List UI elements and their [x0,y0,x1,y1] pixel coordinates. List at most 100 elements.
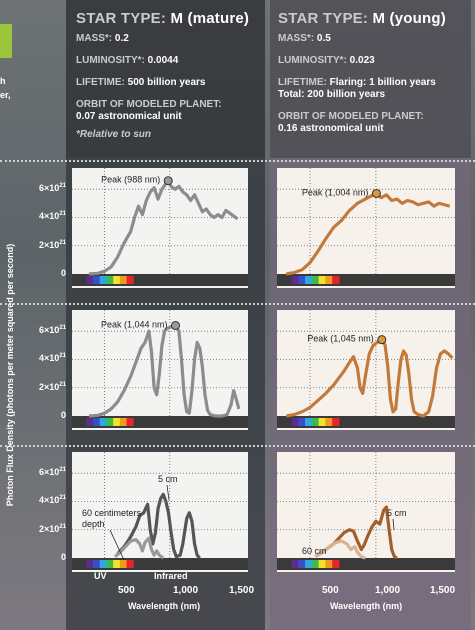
visible-spectrum-band [305,276,313,284]
visible-spectrum-band [332,276,340,284]
y-tick-label: 4×1021 [39,353,66,364]
series-label-5cm: 5 cm [387,508,407,518]
plot-area [277,452,455,572]
peak-label: Peak (988 nm) [101,175,160,185]
peak-label: Peak (1,045 nm) [307,334,374,344]
series-line [316,505,398,560]
visible-spectrum-band [86,418,94,426]
visible-spectrum-band [126,418,134,426]
luminosity-value: 0.023 [349,55,375,66]
visible-spectrum-band [298,560,306,568]
x-tick-label: 1,500 [430,585,456,596]
luminosity-row: LUMINOSITY*: 0.0044 [76,55,249,67]
peak-label: Peak (1,004 nm) [302,187,369,197]
row-divider [0,160,475,162]
orbit-label: ORBIT OF MODELED PLANET: [76,99,222,110]
visible-spectrum-band [126,276,134,284]
x-tick-label: 1,000 [375,585,401,596]
orbit-value: 0.16 astronomical unit [278,123,384,134]
visible-spectrum-band [311,418,320,426]
peak-marker [371,188,381,198]
visible-spectrum-band [298,418,306,426]
y-tick-label: 4×1021 [39,495,66,506]
visible-spectrum-band [311,276,320,284]
footnote: *Relative to sun [76,129,152,140]
series-line [114,536,165,560]
visible-spectrum-band [106,276,114,284]
row-divider [0,303,475,305]
annotation-leader [109,529,125,561]
visible-spectrum-band [318,276,326,284]
series-line [285,191,451,276]
mass-row: MASS*: 0.5 [278,33,446,45]
star-type-label: STAR TYPE: [278,10,369,27]
series-label-depth: depth [82,519,105,529]
peak-marker [163,176,173,186]
y-tick-label: 2×1021 [39,239,66,250]
star-type-young: STAR TYPE: M (young) [278,10,446,27]
orbit-label: ORBIT OF MODELED PLANET: [278,111,424,122]
mass-row: MASS*: 0.2 [76,33,249,45]
visible-spectrum-band [113,276,121,284]
peak-marker [377,335,387,345]
visible-spectrum-band [291,418,299,426]
visible-spectrum-band [318,560,326,568]
series-label-5cm: 5 cm [158,474,178,484]
series-label-60cm: 60 centimeters [82,508,142,518]
visible-spectrum-band [332,560,340,568]
star-type-value: M (mature) [170,10,250,27]
visible-spectrum-band [106,418,114,426]
x-tick-label: 500 [118,585,135,596]
lifetime-row: LIFETIME: Flaring: 1 billion years Total:… [278,77,446,101]
peak-marker [171,321,181,331]
visible-spectrum-band [305,418,313,426]
y-tick-label: 2×1021 [39,381,66,392]
x-axis-title: Wavelength (nm) [330,601,403,611]
visible-spectrum-band [113,418,121,426]
visible-spectrum-band [106,560,114,568]
header-bg-young [270,0,471,158]
luminosity-label: LUMINOSITY*: [278,55,347,66]
visible-spectrum-band [86,560,94,568]
x-axis-title: Wavelength (nm) [128,601,201,611]
row-divider [0,445,475,447]
mass-value: 0.2 [114,33,129,44]
series-label-60cm: 60 cm [302,546,327,556]
x-tick-label: 500 [322,585,339,596]
visible-spectrum-band [99,418,107,426]
star-type-mature: STAR TYPE: M (mature) [76,10,249,27]
visible-spectrum-band [93,560,101,568]
plot-area [72,168,248,288]
luminosity-value: 0.0044 [147,55,179,66]
visible-spectrum-band [119,276,128,284]
lifetime-label: LIFETIME: [76,77,125,88]
visible-spectrum-band [291,276,299,284]
orbit-value: 0.07 astronomical unit [76,111,182,122]
series-line [88,179,239,276]
y-tick-label: 2×1021 [39,523,66,534]
lifetime-total-value: Total: 200 billion years [278,89,386,100]
visible-spectrum-band [86,276,94,284]
annotation-leader [392,518,395,531]
lifetime-row: LIFETIME: 500 billion years [76,77,249,89]
star-type-value: M (young) [372,10,446,27]
visible-spectrum-band [325,560,333,568]
series-line [314,539,366,560]
mass-label: MASS*: [76,33,113,44]
star-type-label: STAR TYPE: [76,10,167,27]
lifetime-value: Flaring: 1 billion years [329,77,436,88]
mass-label: MASS*: [278,33,315,44]
orbit-row: ORBIT OF MODELED PLANET: 0.07 astronomica… [76,99,249,123]
band-label-uv: UV [94,571,107,581]
left-fragment-line-2: er, [0,90,11,100]
plot-area [277,168,455,288]
visible-spectrum-band [298,276,306,284]
visible-spectrum-band [291,560,299,568]
series-line [116,492,201,560]
visible-spectrum-band [119,418,128,426]
visible-spectrum-band [325,276,333,284]
y-tick-label: 6×1021 [39,467,66,478]
left-text-fragment: h er, [0,74,20,102]
mass-value: 0.5 [316,33,331,44]
